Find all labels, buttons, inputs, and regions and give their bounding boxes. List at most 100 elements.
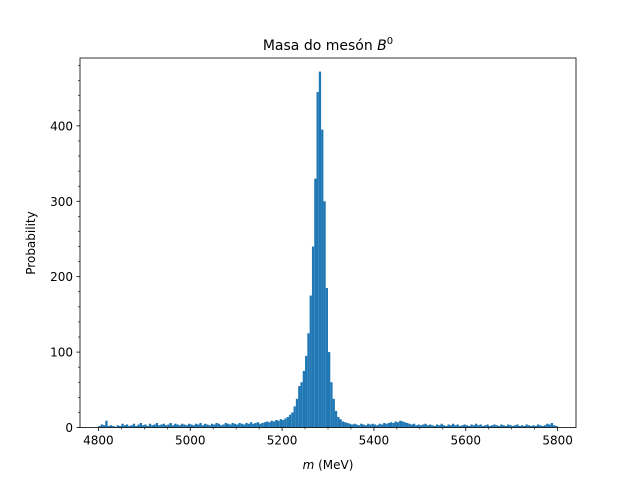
histogram-bar xyxy=(178,425,182,428)
histogram-bar xyxy=(406,422,409,428)
histogram-bar xyxy=(98,425,101,428)
histogram-bar xyxy=(536,424,540,428)
histogram-bar xyxy=(220,425,223,428)
histogram-bar xyxy=(514,425,517,428)
histogram-bar xyxy=(403,422,407,428)
histogram-bar xyxy=(236,424,239,428)
x-axis-label-math: m xyxy=(303,458,315,472)
x-axis-label: m (MeV) xyxy=(303,458,354,472)
histogram-bar xyxy=(431,425,434,428)
histogram-bar xyxy=(112,425,115,428)
histogram-bar xyxy=(362,424,365,428)
histogram-bar xyxy=(332,398,335,428)
histogram-bar xyxy=(424,423,427,428)
histogram-bar xyxy=(449,425,452,428)
histogram-bar xyxy=(369,424,372,428)
histogram-bar xyxy=(523,425,526,428)
histogram-bar xyxy=(116,425,120,428)
histogram-bar xyxy=(422,424,425,428)
histogram-bar xyxy=(130,425,133,428)
histogram-bar xyxy=(408,423,411,428)
histogram-bar xyxy=(435,424,439,428)
histogram-bar xyxy=(360,423,363,428)
histogram-bar xyxy=(530,425,533,428)
histogram-bar xyxy=(263,422,266,428)
histogram-bar xyxy=(481,425,485,428)
x-tick-label: 4800 xyxy=(83,434,114,448)
histogram-bar xyxy=(146,425,149,428)
histogram-bar xyxy=(548,424,551,428)
histogram-bar xyxy=(543,425,547,428)
histogram-bar xyxy=(334,410,338,428)
histogram-bar xyxy=(270,420,273,428)
histogram-bar xyxy=(105,420,108,428)
histogram-bar xyxy=(396,422,400,428)
histogram-bar xyxy=(337,416,340,428)
histogram-bar xyxy=(346,422,349,428)
histogram-bars xyxy=(98,71,558,428)
histogram-bar xyxy=(390,422,393,428)
histogram-bar xyxy=(259,423,262,428)
histogram-bar xyxy=(167,424,170,428)
histogram-bar xyxy=(286,416,289,428)
histogram-bar xyxy=(282,419,285,428)
histogram-bar xyxy=(479,424,482,428)
histogram-bar xyxy=(249,422,253,428)
histogram-bar xyxy=(206,424,209,428)
histogram-bar xyxy=(311,246,315,428)
x-axis-label-unit: (MeV) xyxy=(314,458,353,472)
histogram-bar xyxy=(539,425,542,428)
histogram-bar xyxy=(261,422,264,428)
histogram-bar xyxy=(135,425,138,428)
y-tick-label: 200 xyxy=(50,270,73,284)
histogram-bar xyxy=(109,425,113,428)
histogram-bar xyxy=(461,425,464,428)
histogram-bar xyxy=(291,412,294,428)
histogram-bar xyxy=(417,424,420,428)
histogram-bar xyxy=(511,425,514,428)
histogram-bar xyxy=(323,201,326,428)
histogram-bar xyxy=(128,425,131,428)
histogram-bar xyxy=(364,425,368,428)
histogram-bar xyxy=(550,422,554,428)
histogram-bar xyxy=(504,425,508,428)
histogram-bar xyxy=(288,414,292,428)
histogram-bar xyxy=(330,382,333,428)
histogram-bar xyxy=(376,425,379,428)
histogram-bar xyxy=(252,423,255,428)
histogram-bar xyxy=(367,423,370,428)
histogram-bar xyxy=(160,424,163,428)
histogram-bar xyxy=(224,422,227,428)
histogram-bar xyxy=(447,424,450,428)
histogram-bar xyxy=(162,423,165,428)
histogram-bar xyxy=(426,425,430,428)
histogram-bar xyxy=(192,425,195,428)
histogram-bar xyxy=(507,424,510,428)
histogram-bar xyxy=(254,422,257,428)
histogram-bar xyxy=(243,424,246,428)
histogram-bar xyxy=(357,425,361,428)
histogram-bar xyxy=(520,425,524,428)
histogram-bar xyxy=(445,425,448,428)
histogram-bar xyxy=(208,425,211,428)
histogram-bar xyxy=(302,370,306,428)
histogram-bar xyxy=(553,425,556,428)
histogram-bar xyxy=(187,423,191,428)
histogram-bar xyxy=(176,424,179,428)
histogram-bar xyxy=(373,424,377,428)
histogram-bar xyxy=(463,424,466,428)
histogram-bar xyxy=(325,287,328,428)
histogram-bar xyxy=(231,422,234,428)
histogram-bar xyxy=(217,423,221,428)
histogram-bar xyxy=(102,425,106,428)
histogram-bar xyxy=(410,424,413,428)
histogram-bar xyxy=(222,424,225,428)
histogram-bar xyxy=(155,422,159,428)
histogram-bar xyxy=(277,420,280,428)
histogram-bar xyxy=(171,425,175,428)
histogram-bar xyxy=(387,422,390,428)
histogram-bar xyxy=(100,424,103,428)
chart-title-math: B xyxy=(377,38,387,54)
histogram-bar xyxy=(183,424,186,428)
